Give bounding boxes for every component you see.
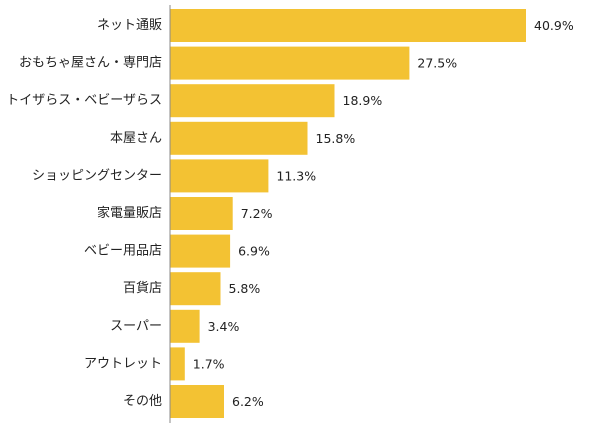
bars-group [170, 9, 526, 418]
category-label: ショッピングセンター [32, 168, 162, 183]
value-label: 3.4% [208, 319, 240, 334]
value-label: 15.8% [316, 131, 356, 146]
category-label: トイザらス・ベビーザらス [6, 93, 162, 108]
bar [170, 272, 221, 306]
value-label: 1.7% [193, 356, 225, 371]
value-label: 40.9% [534, 18, 574, 33]
bar [170, 309, 200, 343]
bar [170, 121, 308, 155]
value-label: 27.5% [417, 56, 457, 71]
value-label: 7.2% [241, 206, 273, 221]
category-label: ネット通販 [97, 18, 162, 33]
value-label: 18.9% [343, 93, 383, 108]
category-labels-group: ネット通販おもちゃ屋さん・専門店トイザらス・ベビーザらス本屋さんショッピングセン… [6, 18, 162, 409]
bar [170, 347, 185, 381]
bar [170, 9, 526, 42]
value-label: 11.3% [276, 168, 316, 183]
category-label: 本屋さん [110, 131, 162, 146]
category-label: おもちゃ屋さん・専門店 [19, 56, 162, 71]
bar [170, 159, 269, 193]
category-label: ベビー用品店 [84, 244, 162, 259]
category-label: スーパー [110, 319, 162, 334]
bar [170, 46, 410, 80]
category-label: アウトレット [84, 356, 162, 371]
bar [170, 197, 233, 230]
category-label: その他 [123, 394, 162, 409]
bar [170, 385, 224, 418]
value-label: 5.8% [229, 281, 261, 296]
category-label: 百貨店 [123, 280, 162, 296]
value-label: 6.9% [238, 244, 270, 259]
bar [170, 84, 335, 118]
value-label: 6.2% [232, 394, 264, 409]
bar [170, 234, 231, 268]
value-labels-group: 40.9% 27.5% 18.9% 15.8% 11.3% 7.2% 6.9% 5.8% 3.4… [193, 18, 574, 409]
category-label: 家電量販店 [97, 205, 162, 221]
